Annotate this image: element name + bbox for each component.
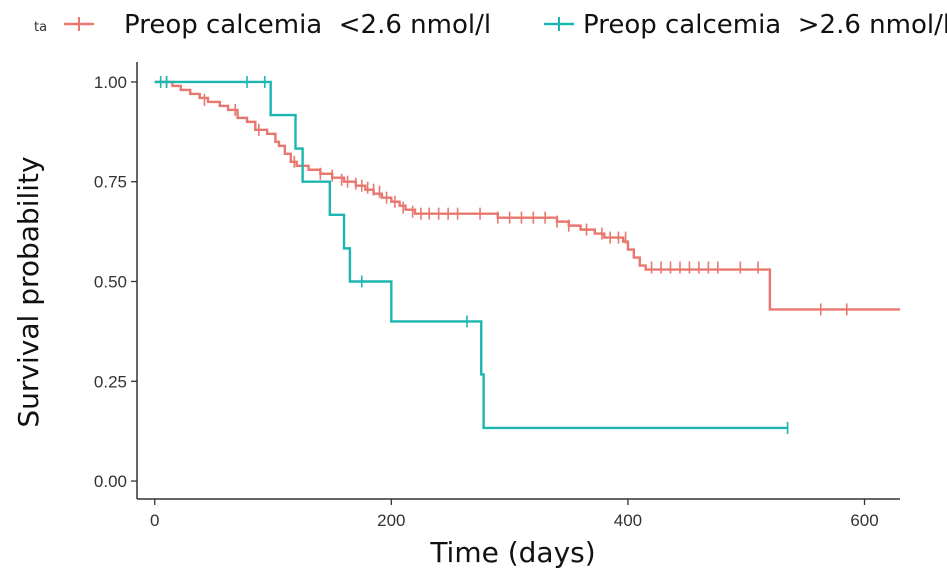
legend-prefix: ta <box>34 20 47 35</box>
x-tick-label: 200 <box>377 511 405 530</box>
legend-label-group1: Preop calcemia <2.6 nmol/l <box>124 10 491 40</box>
y-tick-label: 0.75 <box>94 173 127 192</box>
axis-ticks: 0 200 400 600 0.00 0.25 0.50 0.75 1.00 <box>94 73 879 530</box>
x-tick-label: 400 <box>614 511 642 530</box>
legend-key-group2 <box>544 17 574 31</box>
series-layer <box>154 75 900 434</box>
x-tick-label: 0 <box>150 511 159 530</box>
survival-curve-group2 <box>154 80 788 430</box>
legend-key-group1 <box>64 17 94 31</box>
legend: ta Preop calcemia <2.6 nmol/l Preop calc… <box>34 10 947 40</box>
x-tick-label: 600 <box>850 511 878 530</box>
x-axis-title: Time (days) <box>429 536 595 569</box>
legend-label-group2: Preop calcemia >2.6 nmol/l <box>583 10 947 40</box>
survival-curve-group1 <box>154 80 900 311</box>
y-axis-title: Survival probability <box>12 156 45 427</box>
y-tick-label: 0.00 <box>94 472 127 491</box>
y-tick-label: 0.25 <box>94 372 127 391</box>
y-tick-label: 0.50 <box>94 272 127 291</box>
y-tick-label: 1.00 <box>94 73 127 92</box>
